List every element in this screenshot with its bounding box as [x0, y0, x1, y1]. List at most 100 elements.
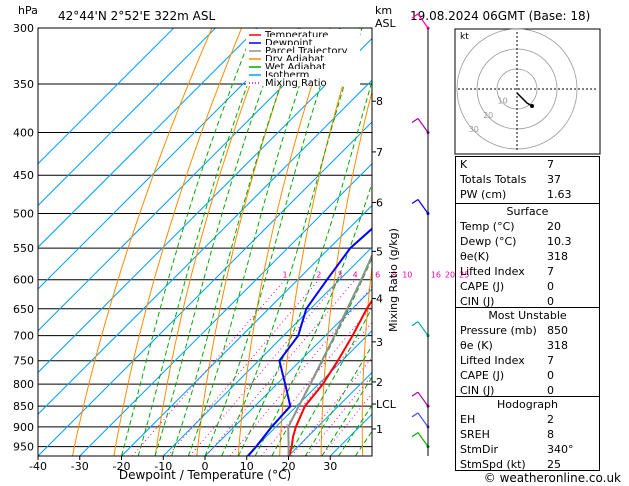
mixing-ratio-line — [131, 279, 286, 456]
row-value: 1.63 — [547, 188, 572, 201]
row-value: 37 — [547, 173, 561, 186]
dry-adiabat-line — [279, 28, 361, 456]
pressure-tick-label: 650 — [13, 303, 34, 316]
isotherm-line — [38, 79, 372, 415]
wind-barb — [417, 432, 429, 447]
wind-barb-flag — [411, 117, 419, 123]
mixing-ratio-label: 4 — [353, 271, 358, 280]
legend-label: Dry Adiabat — [265, 54, 324, 65]
x-tick-label: 10 — [240, 460, 254, 473]
pressure-tick-label: 600 — [13, 274, 34, 287]
isotherm-line — [38, 28, 300, 290]
x-tick-label: 0 — [202, 460, 209, 473]
location-title: 42°44'N 2°52'E 322m ASL — [58, 9, 215, 23]
km-tick-label: 1 — [376, 423, 383, 436]
wind-barb-flag — [411, 432, 419, 438]
wind-barb — [417, 321, 429, 337]
pressure-tick-label: 550 — [13, 242, 34, 255]
hodograph-frame — [454, 28, 601, 155]
wet-adiabat-line — [137, 28, 270, 456]
row-value: 318 — [547, 339, 568, 352]
dry-adiabat-line — [320, 89, 372, 456]
most-unstable-table: Most Unstable Pressure (mb) 850 θe (K) 318 L… — [455, 307, 600, 397]
hodograph-ring-label: 30 — [469, 125, 479, 134]
km-tick-label: 2 — [376, 376, 383, 389]
table-row: Lifted Index 7 — [456, 353, 599, 368]
wind-barbs — [411, 13, 430, 456]
wind-barb-flag — [411, 198, 419, 204]
most-unstable-title: Most Unstable — [488, 309, 567, 322]
surface-table: Surface Temp (°C) 20 Dewp (°C) 10.3 θe(K) 318… — [455, 203, 600, 308]
wet-adiabat-line — [237, 79, 372, 456]
wet-adiabat-line — [221, 28, 363, 456]
row-value: 2 — [547, 413, 554, 426]
wet-adiabat-line — [321, 376, 372, 456]
row-value: 318 — [547, 250, 568, 263]
dry-adiabat-line — [618, 28, 629, 456]
mixing-ratio-label: 10 — [402, 271, 412, 280]
table-row: CAPE (J) 0 — [456, 368, 599, 383]
table-row: θe(K) 318 — [456, 249, 599, 264]
legend-bg — [246, 45, 360, 54]
isotherm-line — [38, 28, 216, 207]
series-layer — [247, 227, 372, 456]
mixing-ratio-label: 1 — [283, 271, 288, 280]
table-row: CAPE (J) 0 — [456, 279, 599, 294]
legend-label: Dewpoint — [265, 38, 313, 49]
table-row: SREH 8 — [456, 427, 599, 442]
legend-bg — [246, 69, 360, 78]
dry-adiabat-line — [196, 28, 302, 456]
row-label: EH — [460, 413, 476, 426]
dry-adiabat-line — [237, 28, 331, 456]
background-lines — [38, 28, 629, 456]
km-tick-label: 6 — [376, 196, 383, 209]
mixing-ratio-label: 3 — [337, 271, 342, 280]
table-row: CIN (J) 0 — [456, 383, 599, 398]
axes-layer: 3003504004505005506006507007508008509009… — [13, 22, 469, 473]
wind-barb — [417, 412, 429, 428]
row-label: Lifted Index — [460, 354, 525, 367]
row-label: CAPE (J) — [460, 369, 505, 382]
wet-adiabat-line — [187, 28, 320, 456]
hodograph-trace — [516, 92, 533, 107]
table-row: Temp (°C) 20 — [456, 219, 599, 234]
wind-barb-flag — [411, 391, 419, 397]
table-row: θe (K) 318 — [456, 338, 599, 353]
legend-bg — [246, 77, 360, 86]
km-tick-label: 3 — [376, 336, 383, 349]
row-value: 8 — [547, 428, 554, 441]
x-axis-label: Dewpoint / Temperature (°C) — [119, 468, 291, 482]
legend-label: Mixing Ratio — [265, 78, 327, 89]
wind-barb-flag — [411, 412, 419, 418]
dry-adiabat-line — [154, 28, 272, 456]
row-label: Pressure (mb) — [460, 324, 537, 337]
isotherm-line — [38, 121, 372, 456]
legend-label: Temperature — [264, 30, 328, 41]
table-row: PW (cm) 1.63 — [456, 187, 599, 202]
hodograph-ring-label: 20 — [483, 111, 493, 120]
legend-label: Isotherm — [265, 70, 309, 81]
km-label: km — [375, 4, 392, 17]
mixing-ratio-line — [205, 279, 356, 456]
pressure-tick-label: 800 — [13, 378, 34, 391]
pressure-tick-label: 850 — [13, 400, 34, 413]
legend-bg — [246, 29, 360, 38]
dry-adiabat-line — [361, 263, 372, 456]
mixing-ratio-line — [189, 279, 341, 456]
x-tick-label: -40 — [29, 460, 47, 473]
wind-barb-flag — [411, 13, 419, 19]
wet-adiabat-line — [204, 28, 340, 456]
row-value: 850 — [547, 324, 568, 337]
legend-bg — [246, 53, 360, 62]
table-row: Lifted Index 7 — [456, 264, 599, 279]
row-value: 0 — [547, 280, 554, 293]
row-value: 0 — [547, 384, 554, 397]
dry-adiabat-line — [113, 28, 243, 456]
km-tick-label: 5 — [376, 245, 383, 258]
km-tick-label: 8 — [376, 95, 383, 108]
mixing-ratio-label: 25 — [459, 271, 469, 280]
wind-barb — [417, 13, 429, 29]
pressure-tick-label: 500 — [13, 207, 34, 220]
